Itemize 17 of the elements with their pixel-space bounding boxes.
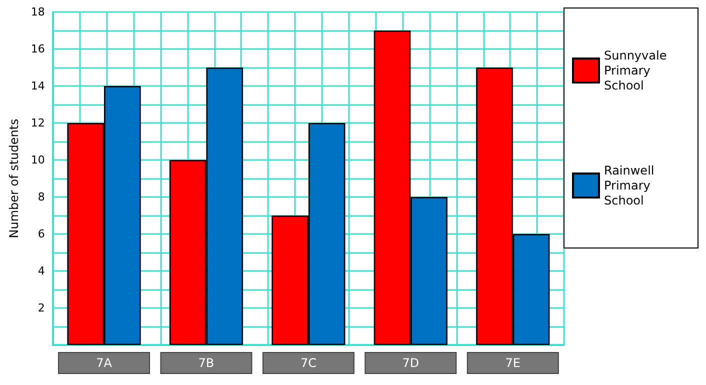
y-tick-label: 12	[30, 116, 45, 130]
x-tick-label: 7E	[505, 356, 520, 370]
y-axis-title: Number of students	[7, 118, 21, 238]
y-tick-label: 16	[30, 42, 45, 56]
legend-label: Rainwell Primary School	[604, 164, 658, 208]
y-tick-label: 14	[30, 80, 45, 92]
y-tick-label: 4	[38, 264, 45, 278]
x-tick-label: 7D	[402, 356, 420, 370]
y-tick-label: 18	[30, 6, 45, 18]
y-tick-label: 8	[38, 190, 45, 204]
y-tick-label: 10	[30, 154, 45, 166]
x-tick-label: 7B	[198, 356, 214, 370]
x-tick-label: 7A	[96, 356, 113, 370]
y-tick-label: 2	[38, 302, 45, 314]
x-tick-label: 7C	[300, 356, 316, 370]
legend-label: Sunnyvale Primary School	[604, 48, 671, 92]
y-tick-label: 6	[38, 228, 45, 240]
